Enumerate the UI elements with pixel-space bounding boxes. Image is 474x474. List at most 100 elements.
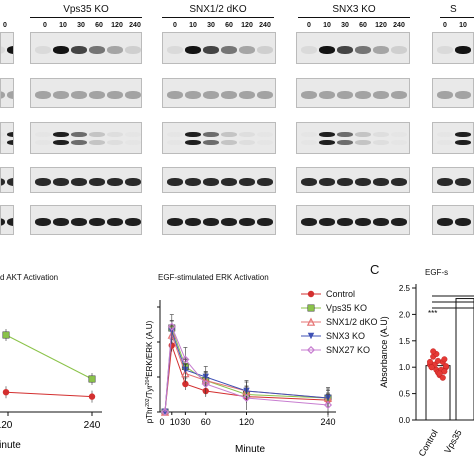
blot-band [391,218,407,226]
blot-band [355,91,371,99]
bar [455,298,474,421]
data-point [2,331,10,339]
x-tick-label: 240 [320,417,335,427]
blot-band [1,132,5,138]
erk-panel-title: EGF-stimulated ERK Activation [158,273,269,282]
erk-chart: pThr202/Tyr204ERK/ERK (A.U) 0 10 30 60 120 24… [145,300,336,455]
blot-band [53,91,69,99]
blot-band [71,178,87,186]
condition-underline [298,17,410,18]
blot-band [185,46,201,54]
bar [425,365,451,421]
data-point [306,317,316,326]
timepoint-label: 240 [393,22,405,29]
timepoint-label: 120 [241,22,253,29]
blot-band [239,178,255,186]
timepoint-label: 60 [359,22,367,29]
x-tick-label: 60 [201,417,211,427]
series-line [164,345,329,413]
blot-band [301,139,317,145]
data-point [182,380,189,388]
blot-panel [30,167,142,193]
akt-chart: 120 240 inute [0,329,102,451]
blot-band [301,132,317,138]
data-point [439,374,446,381]
blot-band [319,46,335,54]
legend-marker-icon [301,304,321,312]
blot-band [391,178,407,186]
panel-c-x-tick: Control [417,428,440,458]
legend-item: SNX1/2 dKO [300,315,400,329]
data-point [88,375,96,383]
series-line [164,326,329,413]
akt-x-tick: 120 [0,420,13,431]
timepoint-label: 10 [189,22,197,29]
blot-band [167,178,183,186]
series-line [5,334,93,380]
blot-band [319,178,335,186]
blot-panel [0,122,14,154]
blot-panel [0,32,14,64]
blot-band [107,46,123,54]
data-point [430,348,437,355]
blot-band [337,46,353,54]
blot-band [319,139,335,145]
panel-c-x-tick: Vps35 [442,428,463,455]
blot-band [355,218,371,226]
data-point [181,355,190,364]
condition-underline [440,17,474,18]
condition-label-snx12: SNX1/2 dKO [189,4,247,15]
timepoint-label: 60 [225,22,233,29]
blot-band [107,178,123,186]
blot-band [455,218,471,226]
blot-band [455,91,471,99]
blot-band [239,46,255,54]
blot-band [337,91,353,99]
panel-c-letter: C [370,262,380,277]
legend-marker-icon [301,345,321,355]
legend-item: SNX27 KO [300,343,400,357]
series-line [5,391,93,398]
blot-band [391,91,407,99]
data-point [441,356,448,363]
blot-band [337,178,353,186]
timepoint-label: 10 [59,22,67,29]
blot-band [167,218,183,226]
x-tick-label: 30 [180,417,190,427]
blot-panel [162,32,276,64]
blot-band [1,218,5,226]
blot-band [7,46,13,54]
data-point [323,400,333,410]
timepoint-label: 0 [173,22,177,29]
blot-band [437,218,453,226]
blot-panel [296,122,410,154]
blot-band [89,178,105,186]
blot-band [35,132,51,138]
blot-band [337,139,353,145]
condition-label-vps35: Vps35 KO [63,4,109,15]
blot-band [35,46,51,54]
erk-x-label: Minute [235,444,265,455]
blot-band [71,139,87,145]
panel-c-chart: Absorbance (A.U) 0.00.51.01.52.02.5 *** … [379,284,474,458]
blot-panel [0,167,14,193]
blot-panel [30,205,142,235]
blot-band [221,218,237,226]
blot-band [1,91,5,99]
blot-band [7,139,13,145]
blot-band [71,132,87,138]
blot-band [257,139,273,145]
blot-panel [162,205,276,235]
chart-legend: Control Vps35 KO SNX1/2 dKO SNX3 KO SNX27 KO [300,287,400,357]
condition-label-snx3: SNX3 KO [332,4,376,15]
blot-band [167,139,183,145]
blot-band [391,139,407,145]
blot-band [373,139,389,145]
blot-band [355,139,371,145]
blot-band [355,46,371,54]
blot-band [125,91,141,99]
blot-band [437,178,453,186]
blot-band [35,139,51,145]
blot-band [185,91,201,99]
akt-panel-title: d AKT Activation [0,273,59,282]
